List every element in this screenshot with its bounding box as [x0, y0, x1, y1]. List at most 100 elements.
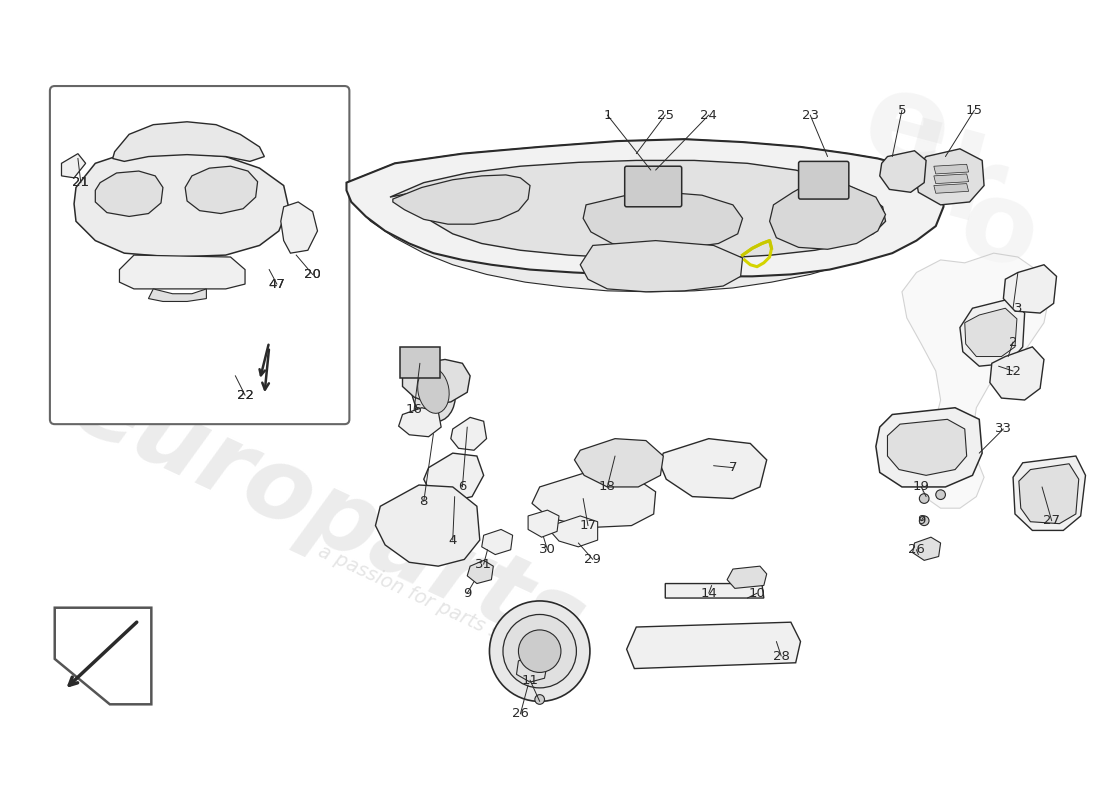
Polygon shape — [112, 122, 264, 162]
Text: 25: 25 — [657, 109, 674, 122]
Text: 26: 26 — [908, 543, 925, 556]
Polygon shape — [888, 419, 967, 475]
Text: 8: 8 — [419, 495, 428, 508]
Circle shape — [518, 630, 561, 673]
Polygon shape — [627, 622, 801, 669]
FancyBboxPatch shape — [399, 347, 440, 378]
Text: 28: 28 — [773, 650, 790, 662]
Polygon shape — [532, 473, 656, 527]
Polygon shape — [120, 255, 245, 289]
Text: 47: 47 — [268, 278, 285, 290]
Polygon shape — [62, 154, 86, 178]
Text: 20: 20 — [305, 268, 321, 281]
Text: 10: 10 — [749, 586, 766, 600]
Polygon shape — [468, 560, 493, 583]
FancyBboxPatch shape — [50, 86, 350, 424]
FancyBboxPatch shape — [625, 166, 682, 206]
Text: 12: 12 — [1004, 365, 1022, 378]
Circle shape — [490, 601, 590, 702]
Text: e: e — [850, 60, 964, 199]
Polygon shape — [517, 656, 548, 682]
Text: 6: 6 — [459, 481, 466, 494]
Polygon shape — [96, 171, 163, 217]
Circle shape — [503, 614, 576, 688]
Text: 3: 3 — [1013, 302, 1022, 314]
Polygon shape — [914, 149, 984, 205]
Ellipse shape — [411, 359, 455, 422]
Text: 26: 26 — [512, 707, 529, 721]
Polygon shape — [574, 438, 663, 487]
Text: 11: 11 — [521, 674, 539, 686]
Polygon shape — [960, 298, 1024, 366]
Text: u: u — [890, 92, 1001, 225]
Polygon shape — [1003, 265, 1056, 313]
Polygon shape — [880, 150, 926, 192]
Text: 5: 5 — [898, 104, 906, 117]
Polygon shape — [398, 408, 441, 437]
Text: 20: 20 — [305, 268, 321, 281]
Polygon shape — [375, 485, 480, 566]
Text: 9: 9 — [917, 514, 925, 527]
Text: europarts: europarts — [56, 355, 598, 677]
Circle shape — [920, 516, 929, 526]
Text: 24: 24 — [701, 109, 717, 122]
Text: 21: 21 — [73, 176, 89, 189]
Text: 14: 14 — [701, 586, 717, 600]
FancyBboxPatch shape — [799, 162, 849, 199]
Circle shape — [920, 494, 929, 503]
Text: r: r — [934, 134, 1015, 251]
Text: 4: 4 — [449, 534, 456, 546]
Polygon shape — [1019, 464, 1079, 524]
Polygon shape — [770, 182, 886, 250]
Polygon shape — [660, 438, 767, 498]
Text: 22: 22 — [236, 389, 253, 402]
Polygon shape — [424, 453, 484, 502]
Polygon shape — [390, 161, 886, 259]
Polygon shape — [403, 359, 470, 404]
Text: 22: 22 — [236, 389, 253, 402]
Polygon shape — [666, 583, 763, 598]
Polygon shape — [551, 516, 597, 547]
Text: o: o — [948, 170, 1049, 293]
Text: 29: 29 — [584, 553, 602, 566]
Polygon shape — [990, 347, 1044, 400]
Text: 33: 33 — [994, 422, 1012, 435]
Ellipse shape — [418, 367, 449, 414]
Text: 30: 30 — [539, 543, 556, 556]
Text: 17: 17 — [580, 519, 596, 532]
Polygon shape — [74, 152, 288, 257]
Polygon shape — [581, 241, 743, 292]
Polygon shape — [965, 308, 1016, 357]
Text: 7: 7 — [728, 461, 737, 474]
Text: a passion for parts since 1985: a passion for parts since 1985 — [316, 542, 591, 683]
Text: 21: 21 — [73, 176, 89, 189]
Text: 47: 47 — [268, 278, 285, 290]
Polygon shape — [451, 418, 486, 450]
Polygon shape — [280, 202, 318, 253]
Text: 1: 1 — [603, 109, 612, 122]
Polygon shape — [934, 174, 969, 184]
Circle shape — [936, 490, 945, 499]
Polygon shape — [482, 530, 513, 554]
Text: 9: 9 — [463, 586, 472, 600]
Polygon shape — [148, 289, 207, 302]
Polygon shape — [876, 408, 982, 487]
Text: 23: 23 — [802, 109, 818, 122]
Polygon shape — [346, 139, 944, 292]
Text: 19: 19 — [913, 481, 930, 494]
Polygon shape — [346, 139, 944, 276]
Text: 18: 18 — [598, 481, 616, 494]
Polygon shape — [934, 184, 969, 194]
Text: 2: 2 — [1009, 335, 1018, 349]
Text: 16: 16 — [406, 403, 422, 416]
Polygon shape — [727, 566, 767, 588]
Polygon shape — [902, 253, 1049, 508]
Polygon shape — [528, 510, 559, 537]
Text: 27: 27 — [1043, 514, 1060, 527]
Text: 15: 15 — [966, 104, 983, 117]
Polygon shape — [913, 537, 940, 560]
Polygon shape — [393, 175, 530, 224]
Polygon shape — [583, 192, 742, 248]
Polygon shape — [1013, 456, 1086, 530]
Polygon shape — [934, 164, 969, 174]
